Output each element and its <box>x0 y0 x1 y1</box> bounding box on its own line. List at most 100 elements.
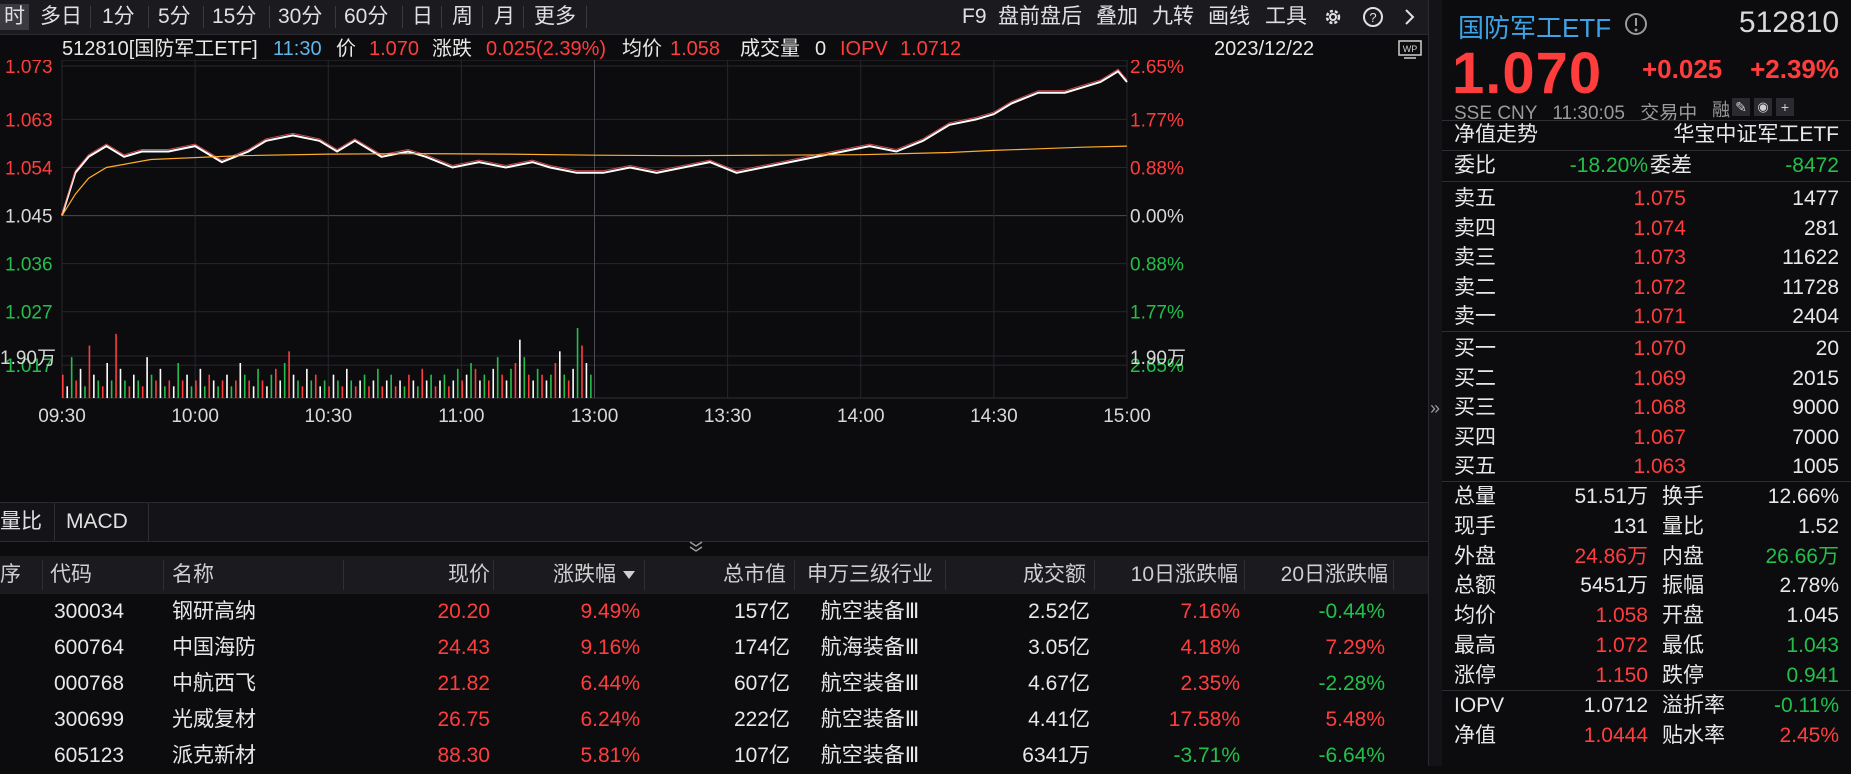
x-tick-label: 09:30 <box>38 406 86 427</box>
volume-scale-label: 1.90万 <box>0 348 56 369</box>
wp-icon[interactable]: WP <box>1398 40 1422 60</box>
bid-row[interactable]: 买四 1.067 7000 <box>1454 423 1851 452</box>
tab-more[interactable]: 更多 <box>534 5 576 28</box>
ask-row[interactable]: 卖二 1.072 11728 <box>1454 273 1851 302</box>
volume-bar <box>177 363 179 398</box>
ask-row[interactable]: 卖三 1.073 11622 <box>1454 243 1851 272</box>
volume-bar <box>226 374 228 398</box>
volume-bar <box>283 363 286 398</box>
col-name[interactable]: 名称 <box>172 563 214 586</box>
panel-divider[interactable]: » <box>1428 0 1443 766</box>
ask-volume: 1477 <box>1792 187 1839 210</box>
volume-bar <box>235 380 237 398</box>
nine-turn-button[interactable]: 九转 <box>1152 5 1194 28</box>
bid-row[interactable]: 买二 1.069 2015 <box>1454 364 1851 393</box>
row-industry: 航空装备Ⅲ <box>820 744 920 767</box>
row-name: 中航西飞 <box>172 672 256 695</box>
ask-volume: 11622 <box>1782 246 1839 270</box>
row-turnover: 4.67亿 <box>1028 672 1090 695</box>
ask-row[interactable]: 卖五 1.075 1477 <box>1454 184 1851 213</box>
expand-icon[interactable]: » <box>1430 398 1441 418</box>
row-industry: 航空装备Ⅲ <box>820 708 920 731</box>
alert-icon[interactable] <box>1624 12 1648 36</box>
intraday-chart[interactable]: 1.073 2.65% 1.063 1.77% 1.054 0.88% 1.045 0.00%… <box>0 60 1428 500</box>
table-row[interactable]: 600764 中国海防 24.43 9.16% 174亿 航海装备Ⅲ 3.05亿… <box>0 630 1428 666</box>
tab-multi-day[interactable]: 多日 <box>40 5 82 28</box>
volume-bar <box>359 380 361 398</box>
add-icon[interactable]: + <box>1776 98 1794 116</box>
sort-desc-icon[interactable] <box>622 570 636 580</box>
y-tick-right-label: 2.65% <box>1130 60 1184 78</box>
tab-month[interactable]: 月 <box>494 5 515 28</box>
stat-row: 涨停 1.150 跌停 0.941 <box>1454 661 1851 690</box>
gear-icon[interactable] <box>1322 6 1344 28</box>
volume-bar <box>292 374 295 398</box>
ask-row[interactable]: 卖四 1.074 281 <box>1454 214 1851 243</box>
stat-label: 均价 <box>1454 604 1496 628</box>
volume-bar <box>212 380 215 398</box>
table-row[interactable]: 605123 派克新材 88.30 5.81% 107亿 航空装备Ⅲ 6341万… <box>0 738 1428 774</box>
draw-line-button[interactable]: 画线 <box>1208 5 1250 28</box>
tab-macd[interactable]: MACD <box>66 510 128 533</box>
f9-button[interactable]: F9 <box>962 5 987 28</box>
volume-bar <box>519 339 521 398</box>
col-10d-change[interactable]: 10日涨跌幅 <box>1130 563 1238 586</box>
col-industry[interactable]: 申万三级行业 <box>807 563 933 586</box>
tab-volume-ratio[interactable]: 量比 <box>0 510 42 533</box>
table-row[interactable]: 300699 光威复材 26.75 6.24% 222亿 航空装备Ⅲ 4.41亿… <box>0 702 1428 738</box>
chevron-right-icon[interactable] <box>1400 7 1418 27</box>
volume-bar <box>270 374 273 398</box>
bell-icon[interactable]: ◉ <box>1754 98 1772 116</box>
col-20d-change[interactable]: 20日涨跌幅 <box>1280 563 1388 586</box>
bid-row[interactable]: 买一 1.070 20 <box>1454 334 1851 363</box>
tools-button[interactable]: 工具 <box>1265 5 1307 28</box>
row-price: 88.30 <box>437 744 490 767</box>
col-turnover[interactable]: 成交额 <box>1023 563 1086 586</box>
col-price[interactable]: 现价 <box>448 563 490 586</box>
volume-bar <box>181 380 184 398</box>
ask-level-label: 卖二 <box>1454 275 1496 299</box>
indicator-tabs: 量比 MACD <box>0 502 1428 542</box>
help-icon[interactable]: ? <box>1362 6 1384 28</box>
row-20d-change: 7.29% <box>1325 636 1385 659</box>
quote-panel: 国防军工ETF 512810 1.070 +0.025 +2.39% SSE C… <box>1442 0 1851 766</box>
table-row[interactable]: 300034 钢研高纳 20.20 9.49% 157亿 航空装备Ⅲ 2.52亿… <box>0 594 1428 630</box>
tab-60min[interactable]: 60分 <box>344 5 389 28</box>
bid-volume: 2015 <box>1792 366 1839 390</box>
overlay-button[interactable]: 叠加 <box>1096 5 1138 28</box>
nav-row[interactable]: 净值走势 华宝中证军工ETF <box>1454 120 1851 149</box>
tab-day[interactable]: 日 <box>412 5 433 28</box>
col-pct[interactable]: 涨跌幅 <box>553 563 616 586</box>
tab-week[interactable]: 周 <box>452 5 473 28</box>
tab-1min[interactable]: 1分 <box>102 5 135 28</box>
period-toolbar: 时 多日 1分 5分 15分 30分 60分 日 周 月 更多 F9 盘前盘后 … <box>0 0 1428 35</box>
x-tick-label: 11:00 <box>438 406 484 427</box>
volume-bar <box>172 386 175 398</box>
col-market-cap[interactable]: 总市值 <box>723 563 786 586</box>
stat-label: 跌停 <box>1662 663 1704 687</box>
date-label: 2023/12/22 <box>1214 38 1315 60</box>
bid-row[interactable]: 买三 1.068 9000 <box>1454 393 1851 422</box>
tab-30min[interactable]: 30分 <box>278 5 323 28</box>
nav-trend-label[interactable]: 净值走势 <box>1454 123 1538 146</box>
edit-icon[interactable]: ✎ <box>1732 98 1750 116</box>
y-tick-right-label: 2.65% <box>1130 356 1184 377</box>
last-price: 1.070 <box>1452 41 1603 106</box>
tab-15min[interactable]: 15分 <box>212 5 257 28</box>
tab-intraday[interactable]: 时 <box>0 4 29 30</box>
row-market-cap: 157亿 <box>733 600 790 623</box>
col-code[interactable]: 代码 <box>50 563 92 586</box>
bid-row[interactable]: 买五 1.063 1005 <box>1454 452 1851 481</box>
volume-bar <box>510 368 512 398</box>
quote-info-line: 512810[国防军工ETF] 11:30 价 1.070 涨跌 0.025(2… <box>0 34 1428 64</box>
pre-post-market-button[interactable]: 盘前盘后 <box>998 5 1082 28</box>
double-chevron-down-icon[interactable] <box>684 540 708 554</box>
col-index[interactable]: 序号 <box>0 563 21 586</box>
tab-5min[interactable]: 5分 <box>158 5 191 28</box>
row-turnover: 2.52亿 <box>1028 600 1090 623</box>
row-market-cap: 107亿 <box>733 744 790 767</box>
volume-bar <box>204 386 206 398</box>
table-row[interactable]: 000768 中航西飞 21.82 6.44% 607亿 航空装备Ⅲ 4.67亿… <box>0 666 1428 702</box>
volume-bar <box>585 363 588 398</box>
ask-row[interactable]: 卖一 1.071 2404 <box>1454 302 1851 331</box>
